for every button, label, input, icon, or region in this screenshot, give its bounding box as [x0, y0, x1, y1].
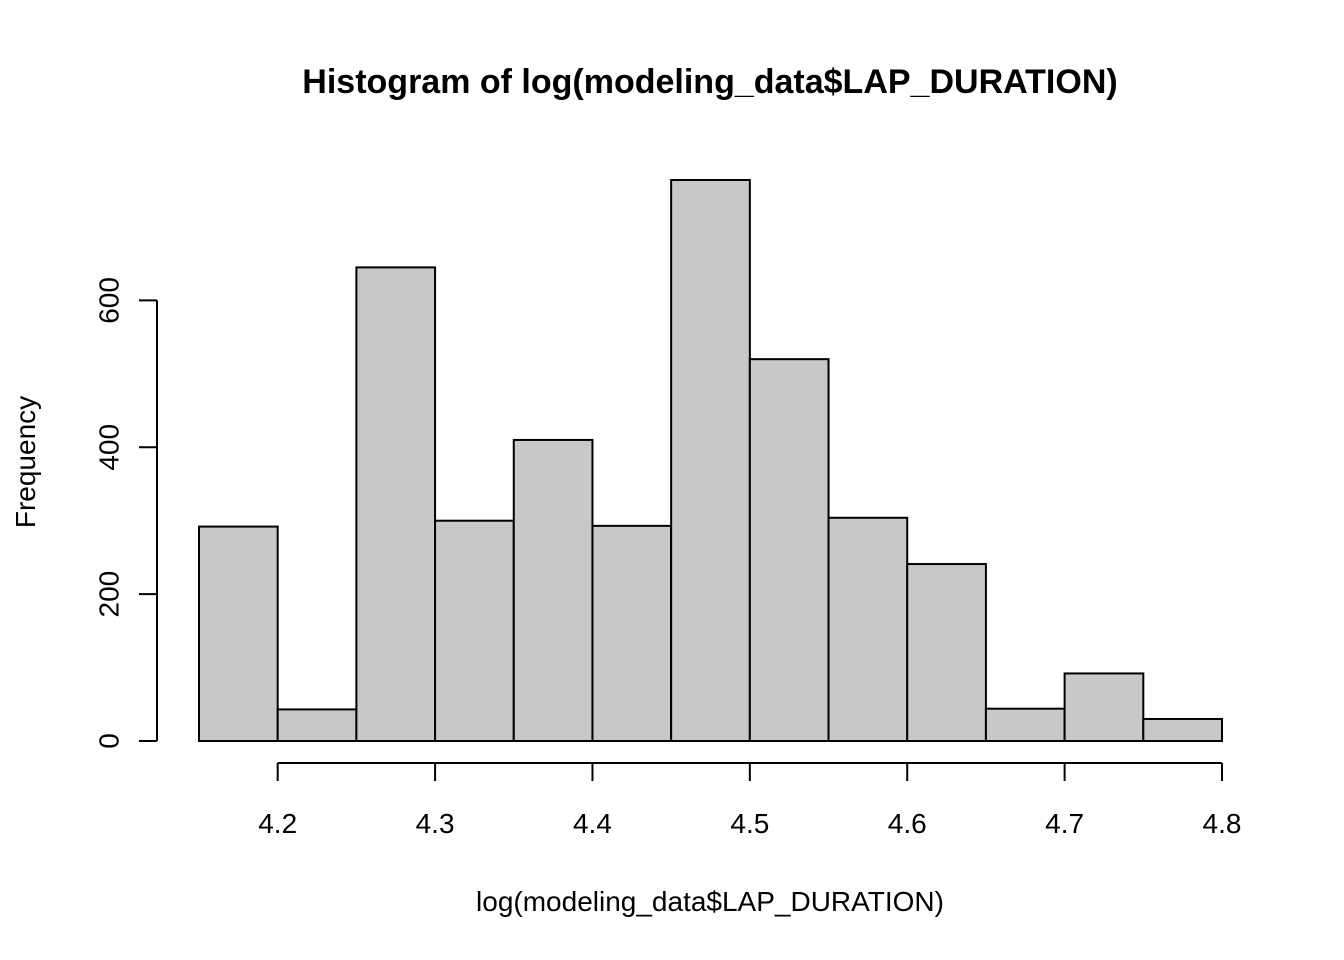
x-tick-label-4: 4.6 [888, 808, 927, 839]
histogram-bar-10 [984, 707, 1066, 742]
x-tick-label-6: 4.8 [1203, 808, 1242, 839]
histogram-bar-5 [591, 524, 673, 743]
histogram-bar-2 [355, 266, 437, 742]
histogram-bar-6 [670, 179, 751, 742]
histogram-bar-3 [434, 519, 515, 742]
histogram-bar-11 [1063, 672, 1145, 742]
chart-title: Histogram of log(modeling_data$LAP_DURAT… [302, 63, 1117, 101]
histogram-bar-9 [906, 563, 987, 742]
x-tick-label-0: 4.2 [258, 808, 297, 839]
y-axis-label: Frequency [10, 396, 41, 528]
y-tick-label-1: 200 [93, 571, 124, 618]
histogram-bar-4 [512, 438, 594, 742]
y-axis: 0 200 400 600 [93, 277, 158, 749]
y-tick-label-2: 400 [93, 424, 124, 471]
x-axis-label: log(modeling_data$LAP_DURATION) [476, 886, 944, 917]
histogram-bar-8 [827, 516, 909, 742]
bars-group [198, 179, 1224, 743]
x-axis: 4.2 4.3 4.4 4.5 4.6 4.7 4.8 [258, 762, 1242, 839]
x-tick-label-2: 4.4 [573, 808, 612, 839]
histogram-bar-1 [276, 708, 358, 743]
histogram-bar-7 [748, 358, 830, 742]
histogram-bar-0 [198, 525, 279, 742]
y-tick-label-0: 0 [93, 733, 124, 749]
y-tick-label-3: 600 [93, 277, 124, 324]
x-tick-label-1: 4.3 [416, 808, 455, 839]
x-tick-label-5: 4.7 [1045, 808, 1084, 839]
histogram-bar-12 [1142, 717, 1224, 742]
x-tick-label-3: 4.5 [730, 808, 769, 839]
